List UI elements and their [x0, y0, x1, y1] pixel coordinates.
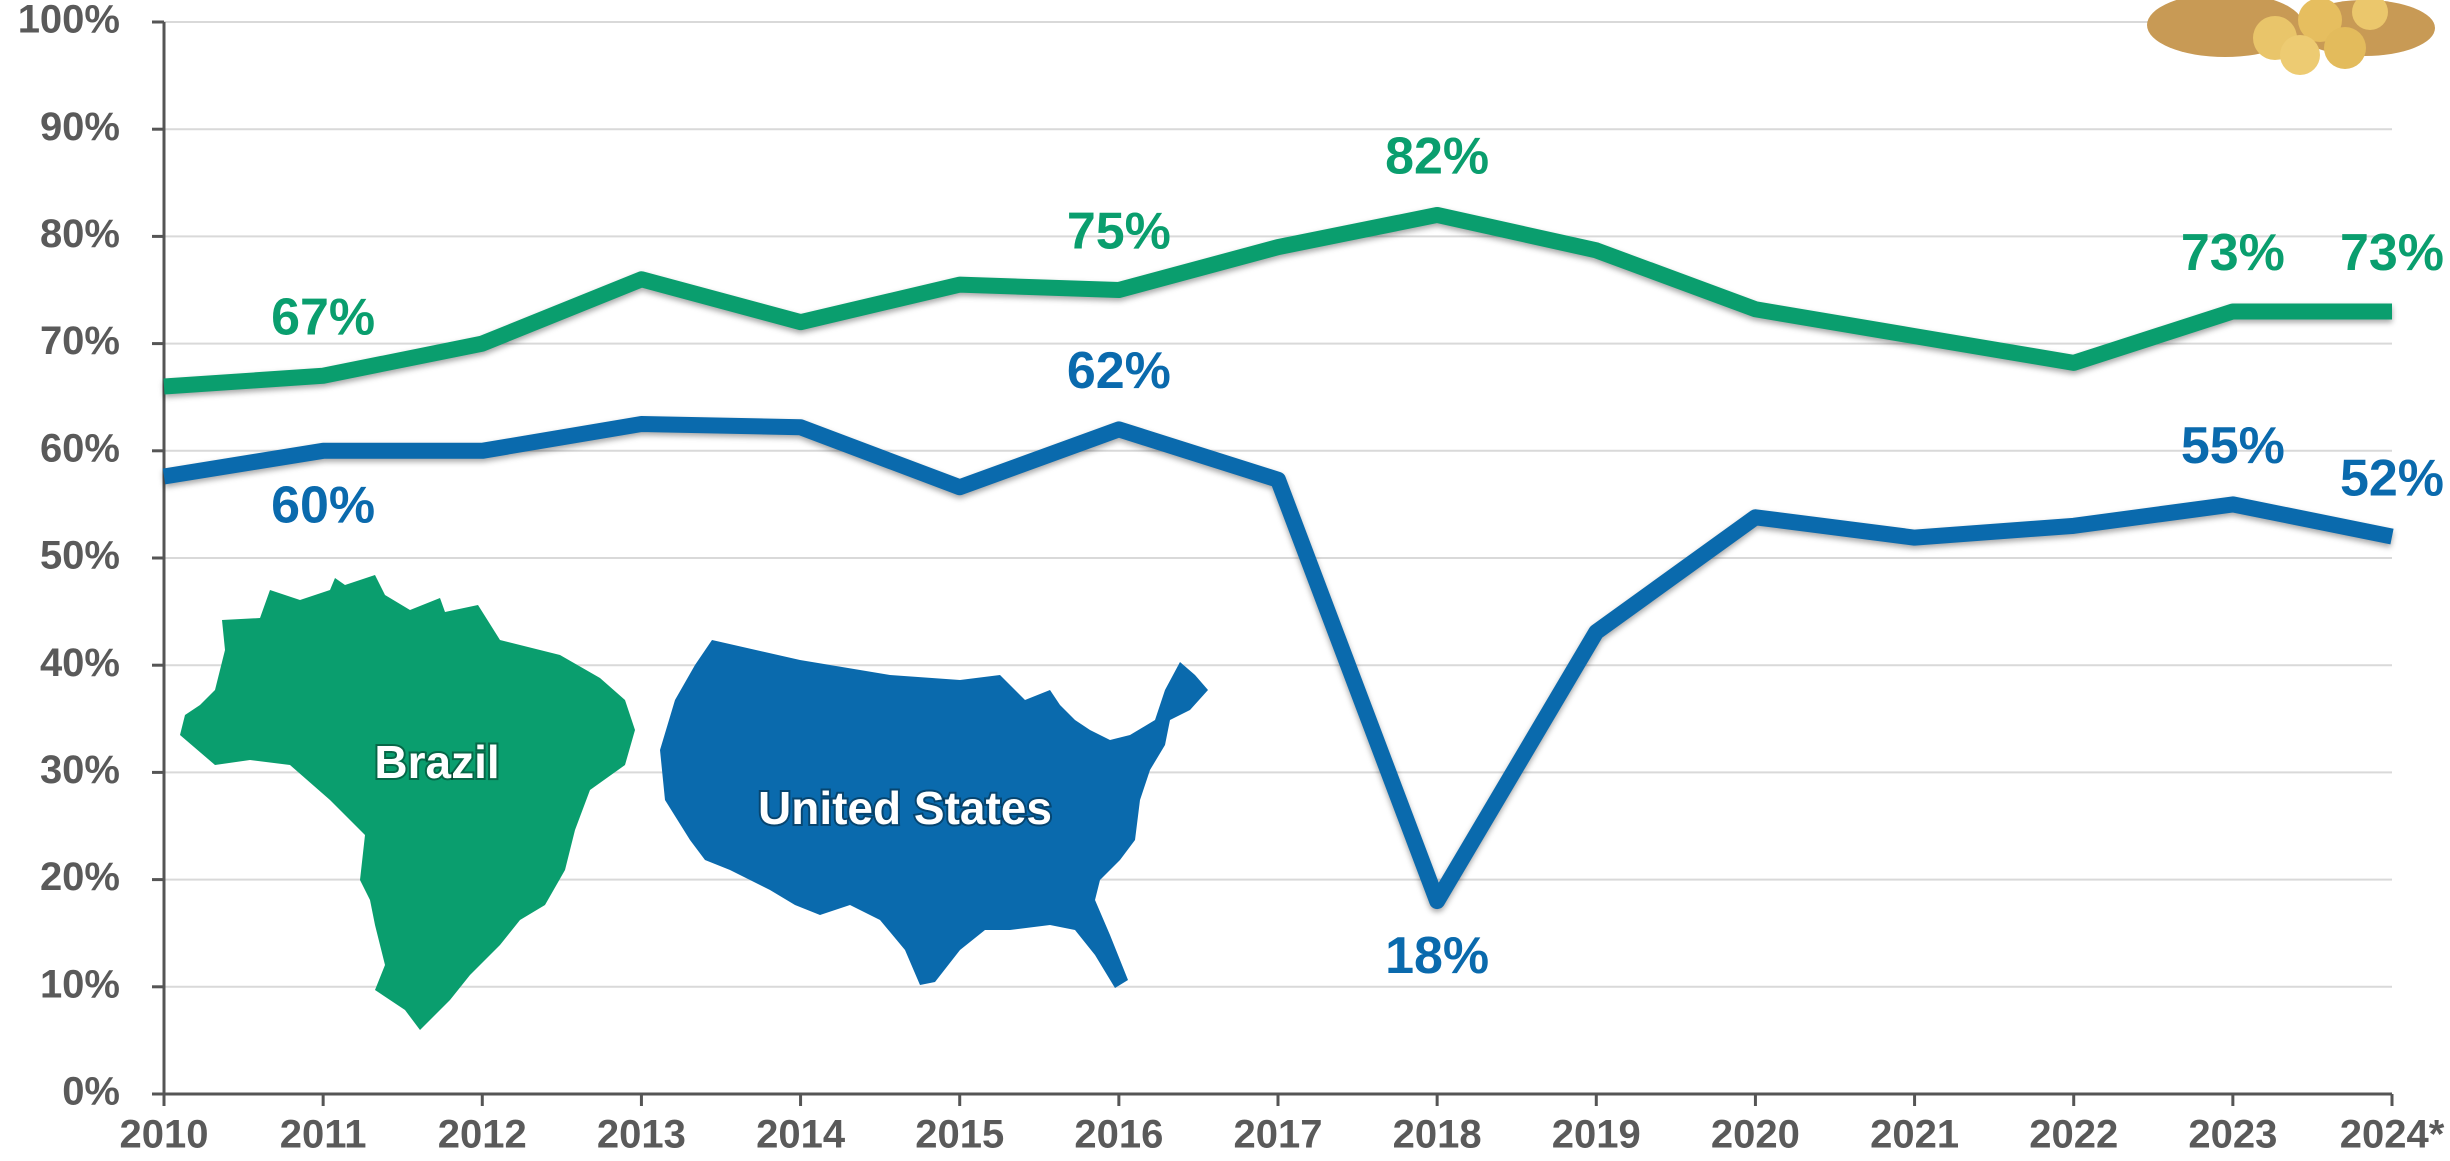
y-tick-label: 50% — [40, 534, 120, 578]
map-label: United States — [758, 782, 1052, 834]
x-tick-label: 2013 — [597, 1113, 686, 1157]
data-label: 62% — [1067, 342, 1171, 400]
y-tick-label: 20% — [40, 855, 120, 899]
x-tick-label: 2015 — [915, 1113, 1004, 1157]
x-tick-label: 2017 — [1234, 1113, 1323, 1157]
map-label: Brazil — [374, 736, 499, 788]
x-tick-label: 2024* — [2340, 1113, 2445, 1157]
y-tick-label: 60% — [40, 426, 120, 470]
x-tick-label: 2010 — [120, 1113, 209, 1157]
y-tick-label: 0% — [62, 1070, 120, 1114]
series-line — [163, 206, 2392, 395]
y-tick-label: 10% — [40, 962, 120, 1006]
data-label: 52% — [2340, 449, 2444, 507]
y-tick-label: 100% — [18, 0, 120, 42]
x-tick-label: 2011 — [280, 1113, 367, 1157]
x-tick-label: 2021 — [1870, 1113, 1959, 1157]
y-tick-label: 80% — [40, 212, 120, 256]
data-label: 18% — [1385, 927, 1489, 985]
x-tick-label: 2018 — [1393, 1113, 1482, 1157]
x-tick-label: 2019 — [1552, 1113, 1641, 1157]
y-tick-label: 30% — [40, 748, 120, 792]
data-label: 60% — [271, 477, 375, 535]
x-tick-label: 2020 — [1711, 1113, 1800, 1157]
us-map — [660, 640, 1208, 988]
y-tick-label: 40% — [40, 641, 120, 685]
brazil-map — [180, 575, 635, 1030]
series-line — [162, 416, 2394, 910]
data-label: 55% — [2181, 417, 2285, 475]
x-tick-label: 2022 — [2029, 1113, 2118, 1157]
data-label: 67% — [271, 288, 375, 346]
x-tick-label: 2012 — [438, 1113, 527, 1157]
x-tick-label: 2016 — [1074, 1113, 1163, 1157]
y-tick-label: 90% — [40, 105, 120, 149]
data-label: 73% — [2181, 224, 2285, 282]
data-label: 82% — [1385, 128, 1489, 186]
soybean-illustration — [2147, 0, 2435, 75]
data-label: 75% — [1067, 203, 1171, 261]
data-label: 73% — [2340, 224, 2444, 282]
y-tick-label: 70% — [40, 319, 120, 363]
x-tick-label: 2014 — [756, 1113, 846, 1157]
x-tick-label: 2023 — [2188, 1113, 2277, 1157]
